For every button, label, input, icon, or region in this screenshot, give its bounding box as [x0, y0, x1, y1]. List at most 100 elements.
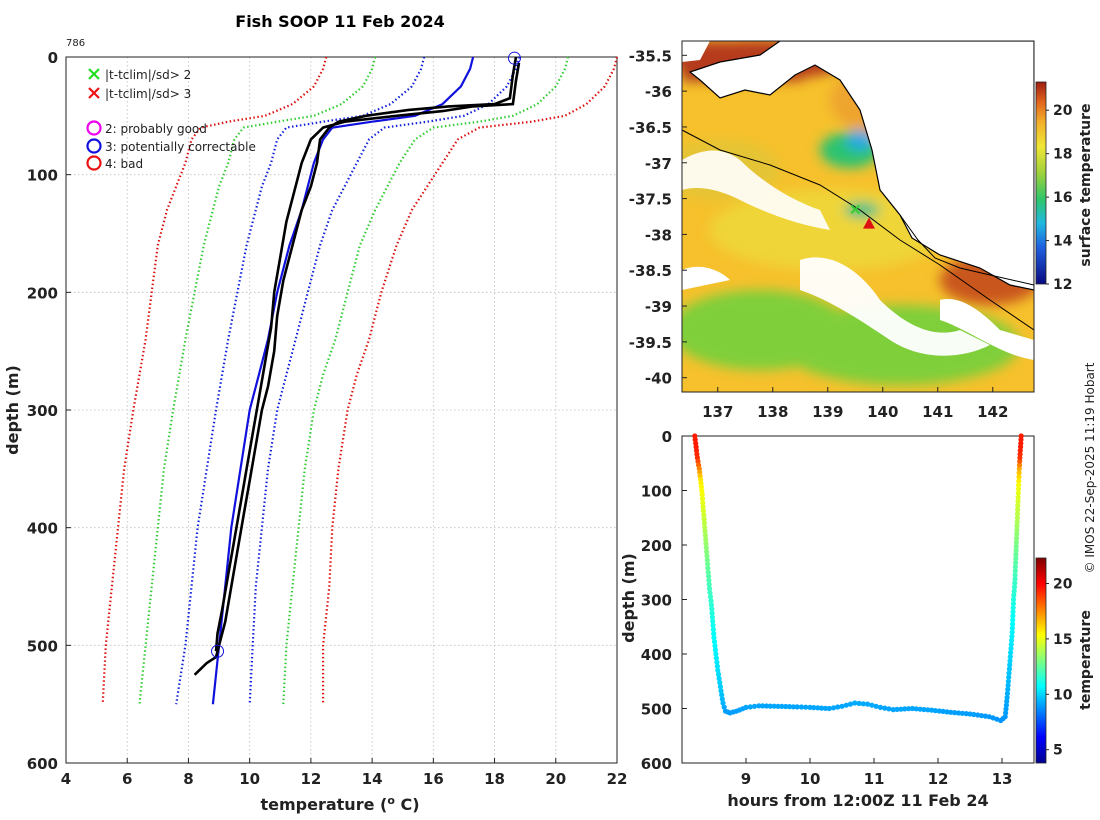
depth-time-point: [811, 705, 817, 711]
depth-time-point: [917, 706, 923, 712]
map-ytick-label: -36.5: [629, 119, 672, 137]
profile-xtick-label: 14: [362, 770, 383, 788]
profile-xtick-label: 4: [61, 770, 71, 788]
profile-ytick-label: 0: [48, 49, 58, 67]
depth-time-point: [771, 703, 777, 709]
depth-time-point: [704, 549, 710, 555]
depth-time-point: [1017, 451, 1023, 457]
map-marker-x: [850, 204, 860, 215]
legend-x-marker: [88, 68, 100, 80]
depth-time-point: [913, 706, 919, 712]
depth-time-point: [1014, 531, 1020, 537]
depth-time-ytick-label: 400: [641, 646, 672, 664]
depth-time-point: [713, 651, 719, 657]
profile-xtick-label: 10: [239, 770, 260, 788]
depth-time-xtick-label: 12: [928, 770, 949, 788]
map-xtick-label: 139: [812, 403, 843, 421]
map-xtick-label: 142: [977, 403, 1008, 421]
temp-colorbar-tick-label: 10: [1053, 687, 1073, 703]
depth-time-point: [1004, 690, 1011, 697]
depth-time-point: [882, 705, 888, 711]
depth-time-point: [906, 706, 912, 712]
depth-time-point: [1016, 474, 1022, 480]
depth-time-points: [692, 433, 1024, 724]
depth-time-point: [715, 671, 722, 678]
depth-time-point: [703, 545, 709, 551]
depth-time-point: [963, 711, 969, 717]
depth-time-point: [1013, 543, 1019, 550]
map-ytick-label: -37: [645, 155, 672, 173]
depth-time-point: [1018, 440, 1024, 446]
depth-time-point: [705, 569, 711, 575]
depth-time-point: [877, 704, 884, 711]
depth-time-point: [1014, 535, 1020, 541]
depth-time-point: [747, 704, 753, 710]
depth-time-point: [718, 688, 724, 694]
map-xtick-label: 140: [867, 403, 898, 421]
land-region: [682, 41, 710, 62]
legend-circle-marker: [86, 155, 102, 171]
legend-label: 3: potentially correctable: [105, 140, 256, 154]
depth-time-point: [1007, 662, 1013, 668]
depth-time-point: [1005, 678, 1012, 684]
depth-time-point: [847, 701, 854, 707]
depth-time-point: [719, 696, 725, 702]
profile-xlabel: temperature (o C): [260, 794, 419, 814]
profile-xtick-label: 16: [423, 770, 444, 788]
depth-time-point: [1014, 515, 1021, 521]
depth-time-point: [790, 704, 797, 710]
depth-time-point: [1015, 494, 1021, 500]
depth-time-point: [706, 573, 712, 579]
depth-time-point: [835, 704, 841, 710]
depth-time-point: [826, 705, 832, 712]
depth-time-point: [967, 711, 973, 717]
legend-label: |t-tclim|/sd> 3: [105, 87, 191, 101]
depth-time-ytick-label: 600: [641, 755, 672, 773]
depth-time-point: [763, 703, 770, 709]
legend-x-marker: [88, 87, 100, 99]
sst-colorbar-ticks: 12 14 16 18 20: [1046, 103, 1073, 293]
depth-time-point: [815, 705, 821, 711]
profile-ytick-label: 600: [27, 755, 58, 773]
depth-time-point: [856, 700, 862, 707]
depth-time-point: [1009, 625, 1016, 631]
depth-time-point: [1018, 433, 1024, 439]
depth-time-point: [705, 561, 711, 567]
depth-time-point: [1003, 702, 1010, 708]
sst-colorbar-tick-label: 18: [1053, 147, 1072, 163]
depth-time-point: [1008, 650, 1014, 656]
map-ytick-label: -40: [645, 370, 672, 388]
depth-time-point: [703, 541, 709, 547]
depth-time-point: [706, 581, 712, 588]
depth-time-point: [699, 496, 706, 502]
map-ytick-label: -37.5: [629, 191, 672, 209]
depth-time-point: [779, 703, 785, 710]
coastline: [899, 214, 1034, 286]
depth-time-point: [1013, 547, 1019, 554]
depth-time-point: [706, 586, 713, 592]
profile-ytick-label: 500: [27, 637, 58, 655]
depth-time-ytick-label: 200: [641, 537, 672, 555]
depth-time-point: [1003, 706, 1009, 712]
map-ticks: 137 138 139 140 141 142 -35.5 -36 -36.5 -37 -37.5 -…: [629, 47, 1009, 421]
depth-time-point: [803, 704, 809, 710]
depth-time-point: [1010, 605, 1016, 611]
depth-time-point: [699, 492, 705, 498]
legend-circle-marker: [86, 138, 102, 154]
map-marker-triangle: [863, 217, 875, 229]
depth-time-point: [1007, 658, 1013, 664]
depth-time-point: [852, 700, 858, 706]
profile-id-label: 786: [66, 38, 85, 49]
depth-time-point: [1011, 588, 1017, 594]
cloud-gap-4: [940, 299, 1034, 360]
depth-time-point: [898, 706, 904, 712]
depth-time-point: [1008, 645, 1014, 652]
depth-time-point: [1014, 527, 1020, 533]
profile-ytick-label: 400: [27, 520, 58, 538]
sst-map: [682, 41, 1034, 392]
depth-time-point: [1010, 601, 1017, 607]
depth-time-ytick-label: 100: [641, 483, 672, 501]
depth-time-point: [1013, 556, 1019, 562]
depth-time-point: [1016, 478, 1022, 484]
depth-time-ytick-label: 500: [641, 701, 672, 719]
